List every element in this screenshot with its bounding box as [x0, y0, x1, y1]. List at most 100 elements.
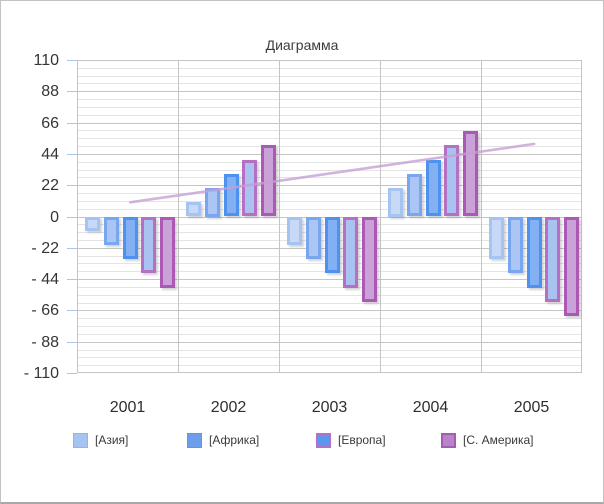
gridline-horizontal [77, 209, 582, 210]
gridline-horizontal [77, 295, 582, 296]
gridline-horizontal [77, 76, 582, 77]
bar[interactable] [425, 159, 441, 217]
gridline-horizontal [77, 193, 582, 194]
y-axis-label: 0 [50, 208, 59, 226]
bar[interactable] [261, 145, 277, 217]
bar[interactable] [564, 216, 580, 317]
gridline-horizontal [77, 146, 582, 147]
bar[interactable] [160, 216, 176, 288]
chart-title: Диаграмма [265, 37, 339, 53]
gridline-horizontal [77, 310, 582, 311]
y-axis-tick [67, 91, 77, 92]
bar[interactable] [508, 216, 523, 274]
y-axis-tick [67, 154, 77, 155]
gridline-horizontal [77, 170, 582, 171]
x-axis-label: 2003 [311, 399, 348, 416]
gridline-horizontal [77, 357, 582, 358]
plot-area [77, 60, 582, 373]
y-axis-label: - 88 [31, 333, 59, 351]
bar[interactable] [324, 216, 340, 274]
bar[interactable] [122, 216, 138, 260]
bar[interactable] [223, 173, 239, 217]
bar[interactable] [526, 216, 542, 288]
legend-item[interactable]: [Азия] [73, 432, 128, 448]
gridline-horizontal [77, 318, 582, 319]
bar[interactable] [444, 145, 460, 217]
gridline-horizontal [77, 177, 582, 178]
y-axis-label: 22 [41, 177, 59, 195]
y-axis-tick [67, 123, 77, 124]
x-axis-label: 2001 [109, 399, 146, 416]
legend-swatch [187, 432, 202, 448]
y-axis-label: 66 [41, 114, 59, 132]
bar[interactable] [141, 216, 157, 274]
bar[interactable] [388, 188, 404, 217]
gridline-horizontal [77, 350, 582, 351]
gridline-horizontal [77, 372, 582, 373]
bar-highlight [466, 134, 476, 214]
gridline-vertical [77, 60, 78, 373]
bar-highlight [391, 191, 401, 214]
bar[interactable] [85, 216, 101, 231]
bar-highlight [264, 148, 274, 214]
legend-label: [Азия] [95, 433, 129, 447]
gridline-horizontal [77, 123, 582, 124]
gridline-horizontal [77, 287, 582, 288]
gridline-horizontal [77, 107, 582, 108]
bar-highlight [529, 219, 539, 285]
bar[interactable] [343, 216, 359, 288]
y-axis-tick [67, 60, 77, 61]
x-axis-label: 2002 [210, 399, 247, 416]
bar-highlight [327, 219, 337, 271]
gridline-horizontal [77, 342, 582, 343]
y-axis-tick [67, 185, 77, 186]
trend-line[interactable] [77, 60, 582, 373]
bar[interactable] [545, 216, 561, 302]
bar-highlight [245, 162, 255, 214]
bar-highlight [548, 219, 558, 299]
legend-item[interactable]: [С. Америка] [441, 432, 534, 448]
bar-highlight [290, 219, 300, 242]
bar-highlight [511, 219, 520, 271]
gridline-horizontal [77, 83, 582, 84]
y-axis-tick [67, 342, 77, 343]
legend-item[interactable]: [Африка] [187, 432, 259, 448]
gridline-vertical [581, 60, 582, 373]
gridline-vertical [279, 60, 280, 373]
bar[interactable] [407, 173, 422, 217]
legend-label: [С. Америка] [463, 433, 534, 447]
bar-highlight [492, 219, 502, 257]
y-axis-label: - 44 [31, 271, 59, 289]
gridline-vertical [178, 60, 179, 373]
bar[interactable] [186, 202, 202, 217]
bar-highlight [447, 148, 457, 214]
bar[interactable] [287, 216, 303, 245]
y-axis-label: - 66 [31, 302, 59, 320]
y-axis-label: - 110 [23, 365, 59, 382]
bar[interactable] [362, 216, 378, 302]
bar-highlight [428, 162, 438, 214]
bar[interactable] [306, 216, 321, 260]
bar[interactable] [489, 216, 505, 260]
gridline-horizontal [77, 303, 582, 304]
bar[interactable] [104, 216, 119, 245]
gridline-horizontal [77, 185, 582, 186]
gridline-horizontal [77, 365, 582, 366]
y-axis-tick [67, 217, 77, 218]
gridline-horizontal [77, 279, 582, 280]
legend-item[interactable]: [Европа] [316, 432, 386, 448]
bar-highlight [88, 219, 98, 228]
legend-swatch [316, 432, 331, 448]
bar-highlight [226, 176, 236, 214]
bar-highlight [567, 219, 577, 314]
y-axis-label: 110 [33, 52, 59, 69]
gridline-horizontal [77, 162, 582, 163]
bar[interactable] [242, 159, 258, 217]
gridline-horizontal [77, 130, 582, 131]
y-axis-tick [67, 248, 77, 249]
gridline-horizontal [77, 334, 582, 335]
bar[interactable] [205, 188, 220, 217]
y-axis-tick [67, 310, 77, 311]
bar-highlight [144, 219, 154, 271]
